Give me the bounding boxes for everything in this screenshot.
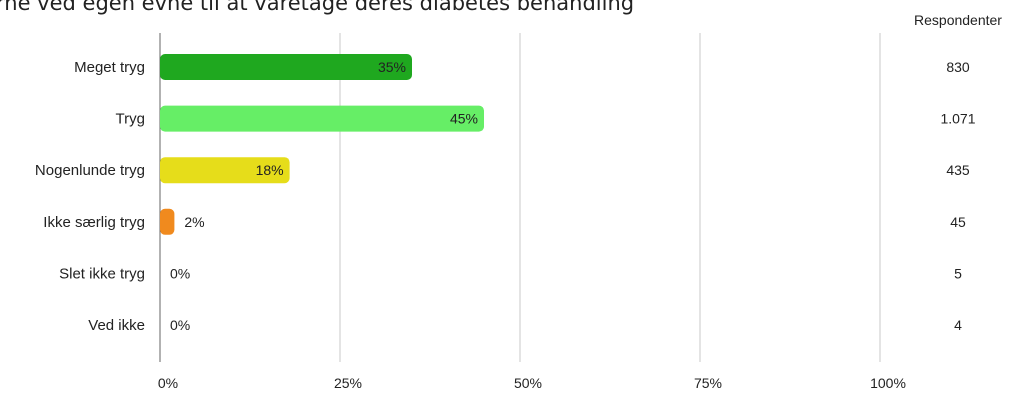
- category-label: Ikke særlig tryg: [43, 214, 145, 231]
- value-label: 18%: [256, 162, 284, 178]
- respondent-count: 45: [950, 214, 966, 230]
- category-label: Ved ikke: [88, 317, 145, 334]
- x-axis-ticks: 0% 25% 50% 75% 100%: [158, 375, 906, 391]
- value-label: 2%: [184, 214, 204, 230]
- value-label: 0%: [170, 317, 190, 333]
- category-label: Tryg: [116, 111, 145, 128]
- category-label: Nogenlunde tryg: [35, 162, 145, 179]
- respondents-header: Respondenter: [914, 12, 1002, 28]
- respondent-count: 435: [946, 162, 970, 178]
- x-tick-label: 25%: [334, 375, 362, 391]
- x-tick-label: 100%: [870, 375, 906, 391]
- value-label: 0%: [170, 265, 190, 281]
- bar: [160, 105, 484, 132]
- category-label: Meget tryg: [74, 59, 145, 76]
- respondent-count: 4: [954, 317, 962, 333]
- x-tick-label: 0%: [158, 375, 178, 391]
- x-tick-label: 50%: [514, 375, 542, 391]
- chart-title: rne ved egen evne til at varetage deres …: [0, 0, 634, 15]
- bar: [160, 54, 412, 80]
- gridlines: [159, 33, 881, 362]
- respondent-count: 1.071: [940, 111, 975, 127]
- bar: [160, 208, 175, 235]
- category-label: Slet ikke tryg: [59, 265, 145, 282]
- bar: [160, 157, 290, 184]
- value-label: 35%: [378, 59, 406, 75]
- respondent-count: 5: [954, 265, 962, 281]
- x-tick-label: 75%: [694, 375, 722, 391]
- bars: Meget tryg 35% 830 Tryg 45% 1.071 Nogenlunde t…: [35, 54, 976, 334]
- respondent-count: 830: [946, 59, 970, 75]
- value-label: 45%: [450, 111, 478, 127]
